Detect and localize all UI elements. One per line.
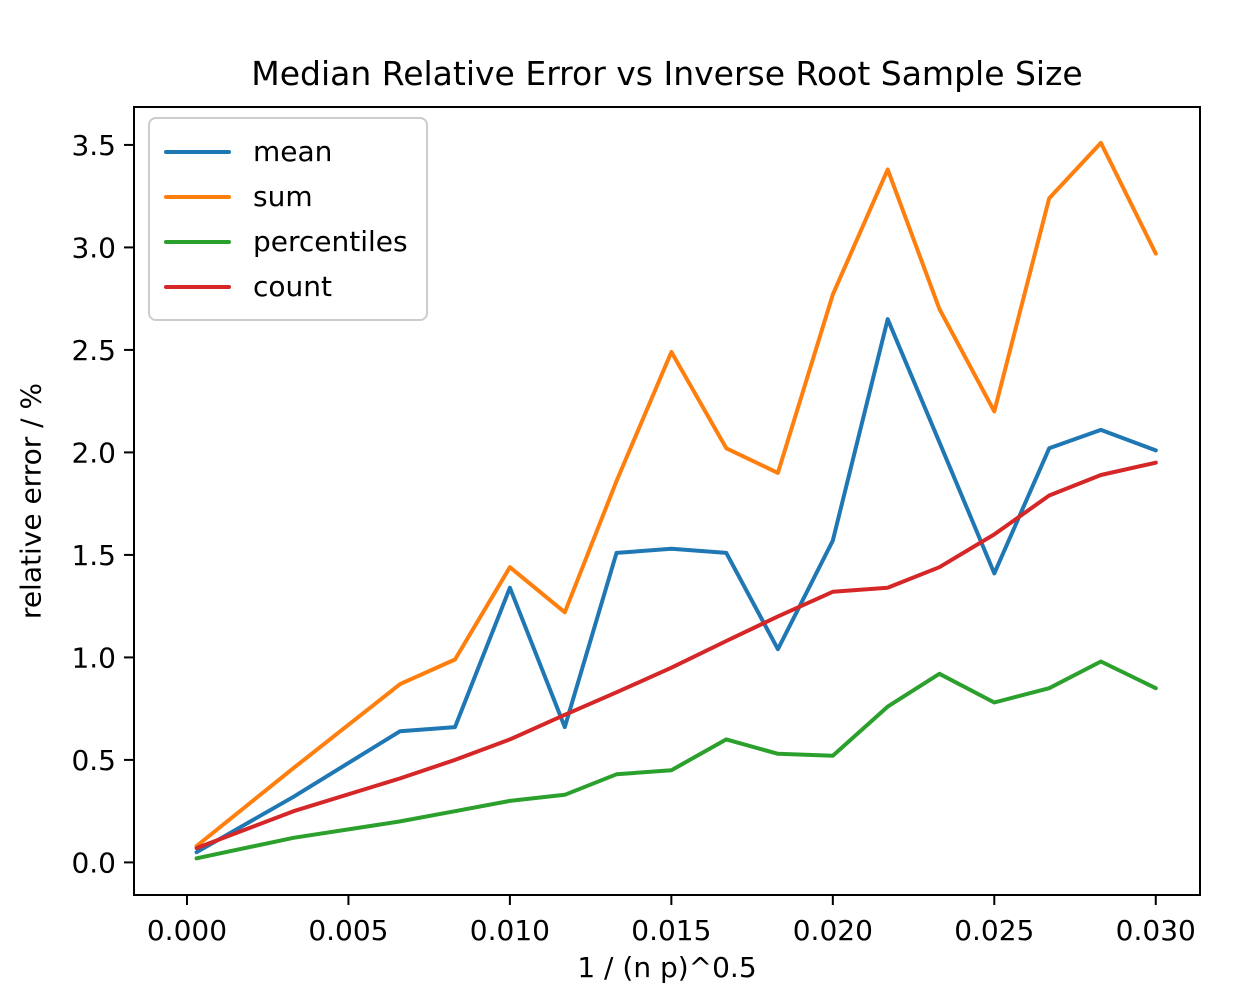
y-axis-label: relative error / % bbox=[14, 382, 48, 620]
x-tick-label: 0.020 bbox=[793, 914, 873, 947]
legend-label-count: count bbox=[253, 269, 332, 303]
legend-item-mean: mean bbox=[164, 129, 408, 174]
x-tick-label: 0.000 bbox=[147, 914, 227, 947]
series-line-percentiles bbox=[194, 659, 1158, 861]
series-line-sum bbox=[194, 140, 1158, 848]
legend-label-percentiles: percentiles bbox=[253, 224, 408, 258]
legend: mean sum percentiles count bbox=[148, 117, 428, 321]
x-tick-label: 0.030 bbox=[1116, 914, 1196, 947]
series-line-count bbox=[194, 460, 1158, 851]
y-tick-label: 3.0 bbox=[71, 231, 116, 264]
y-tick-label: 0.0 bbox=[71, 846, 116, 879]
legend-line-percentiles-icon bbox=[164, 239, 231, 244]
legend-line-sum-icon bbox=[164, 194, 231, 199]
legend-line-count-icon bbox=[164, 284, 231, 289]
y-tick-label: 1.5 bbox=[71, 539, 116, 572]
series-line-mean bbox=[194, 317, 1158, 855]
legend-label-sum: sum bbox=[253, 179, 313, 213]
y-tick-label: 2.5 bbox=[71, 334, 116, 367]
legend-item-count: count bbox=[164, 264, 408, 309]
legend-line-mean-icon bbox=[164, 149, 231, 154]
x-tick-label: 0.015 bbox=[631, 914, 711, 947]
x-tick-label: 0.005 bbox=[308, 914, 388, 947]
y-tick-label: 2.0 bbox=[71, 436, 116, 469]
y-tick-label: 1.0 bbox=[71, 641, 116, 674]
axes-spines bbox=[133, 106, 1201, 896]
chart-title: Median Relative Error vs Inverse Root Sa… bbox=[251, 54, 1083, 93]
legend-item-sum: sum bbox=[164, 174, 408, 219]
x-tick-label: 0.025 bbox=[954, 914, 1034, 947]
y-tick-label: 3.5 bbox=[71, 129, 116, 162]
legend-label-mean: mean bbox=[253, 134, 333, 168]
y-tick-label: 0.5 bbox=[71, 744, 116, 777]
x-axis-label: 1 / (n p)^0.5 bbox=[577, 951, 757, 984]
x-tick-label: 0.010 bbox=[470, 914, 550, 947]
legend-item-percentiles: percentiles bbox=[164, 219, 408, 264]
